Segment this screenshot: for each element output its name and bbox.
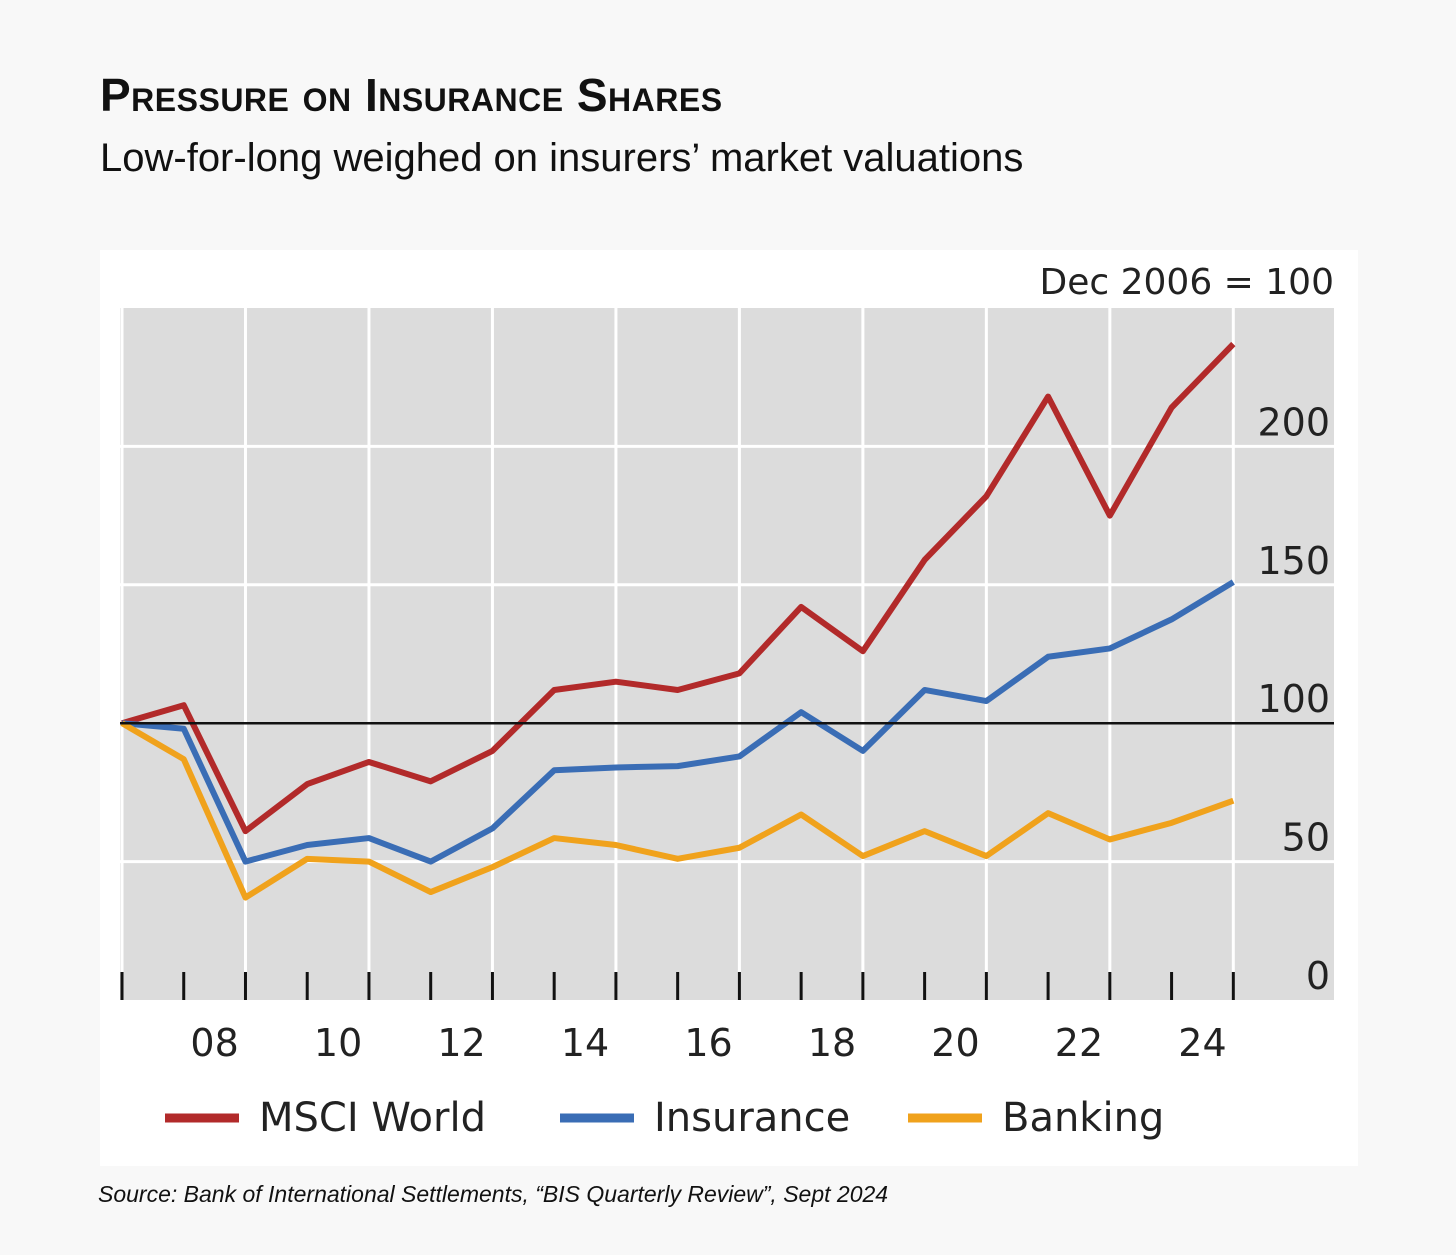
x-tick-label: 14 [561, 1021, 609, 1065]
legend-item: Insurance [560, 1095, 850, 1141]
x-tick-label: 18 [808, 1021, 856, 1065]
y-tick-label: 0 [1306, 954, 1330, 998]
y-tick-label: 200 [1257, 400, 1330, 444]
legend-label: Banking [1002, 1095, 1164, 1141]
y-tick-label: 100 [1257, 677, 1330, 721]
series-line-banking [120, 720, 1235, 901]
legend-label: MSCI World [259, 1095, 486, 1141]
x-tick-label: 20 [931, 1021, 979, 1065]
y-tick-label: 150 [1257, 539, 1330, 583]
unit-label: Dec 2006 = 100 [1040, 262, 1335, 303]
x-tick-label: 12 [437, 1021, 485, 1065]
y-tick-label: 50 [1282, 816, 1330, 860]
legend-label: Insurance [654, 1095, 850, 1141]
x-tick-label: 24 [1178, 1021, 1226, 1065]
x-tick-label: 22 [1055, 1021, 1103, 1065]
chart-subtitle: Low-for-long weighed on insurers’ market… [100, 136, 1024, 180]
series-line-insurance [121, 579, 1235, 865]
series-line-msci-world [121, 341, 1236, 835]
chart-title: Pressure on Insurance Shares [100, 69, 723, 121]
plot-area [120, 308, 1334, 1000]
legend-item: Banking [908, 1095, 1164, 1141]
legend-item: MSCI World [165, 1095, 486, 1141]
x-tick-label: 10 [314, 1021, 362, 1065]
source-note: Source: Bank of International Settlement… [98, 1181, 889, 1207]
x-tick-label: 16 [684, 1021, 732, 1065]
x-tick-label: 08 [190, 1021, 238, 1065]
